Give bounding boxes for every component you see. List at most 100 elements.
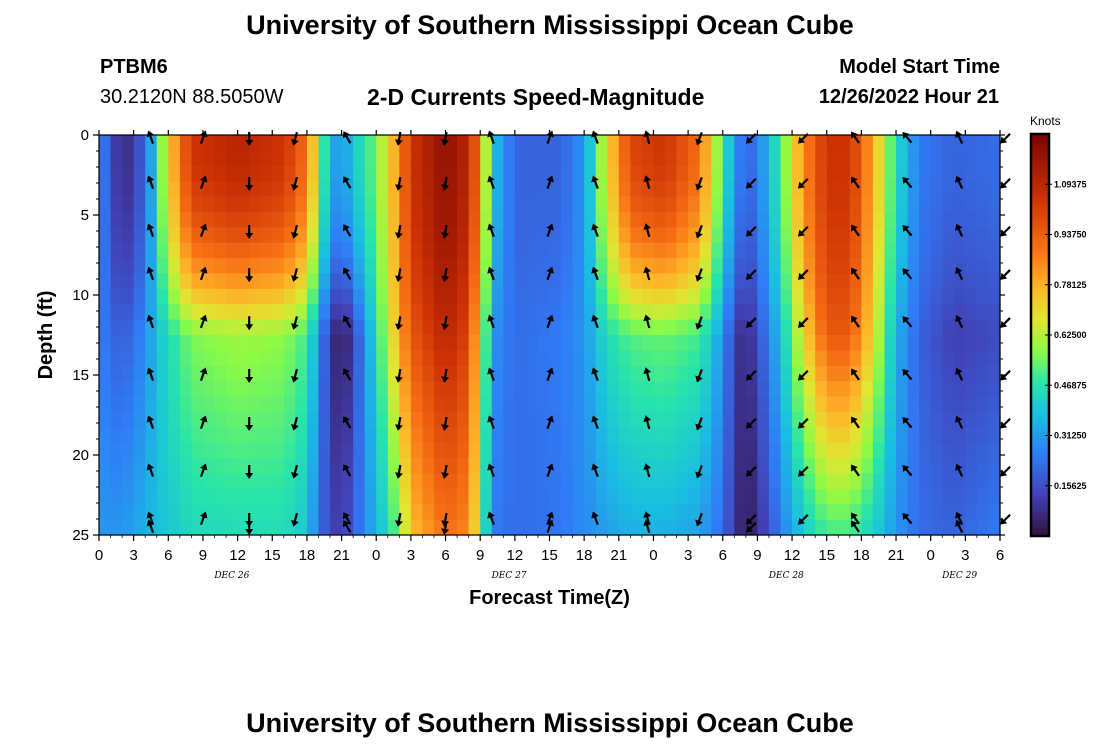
heatmap-cell — [122, 411, 135, 428]
heatmap-cell — [815, 242, 828, 259]
heatmap-cell — [734, 150, 747, 167]
heatmap-cell — [306, 473, 320, 490]
heatmap-cell — [630, 273, 643, 290]
heatmap-cell — [122, 288, 135, 305]
heatmap-cell — [930, 365, 943, 382]
heatmap-cell — [699, 381, 712, 398]
heatmap-cell — [768, 258, 782, 275]
heatmap-cell — [237, 411, 250, 428]
heatmap-cell — [976, 165, 990, 182]
heatmap-cell — [988, 458, 1001, 475]
heatmap-cell — [410, 381, 424, 398]
heatmap-cell — [561, 211, 574, 228]
heatmap-cell — [353, 427, 366, 444]
heatmap-cell — [849, 442, 862, 459]
colorbar-band — [1031, 455, 1049, 461]
heatmap-cell — [896, 335, 909, 351]
heatmap-cell — [930, 488, 943, 505]
heatmap-cell — [272, 258, 285, 275]
heatmap-cell — [630, 227, 643, 244]
heatmap-cell — [133, 519, 146, 536]
heatmap-cell — [930, 304, 943, 321]
heatmap-cell — [272, 273, 285, 290]
x-tick-label: 0 — [372, 547, 380, 564]
heatmap-cell — [237, 304, 250, 321]
heatmap-cell — [641, 350, 655, 367]
heatmap-cell — [156, 150, 169, 167]
heatmap-cell — [422, 211, 435, 228]
heatmap-cell — [618, 411, 631, 428]
heatmap-cell — [722, 473, 735, 490]
heatmap-cell — [745, 165, 759, 182]
heatmap-cell — [272, 135, 285, 151]
heatmap-cell — [364, 411, 377, 428]
heatmap-cell — [295, 473, 308, 490]
heatmap-cell — [318, 227, 331, 244]
heatmap-cell — [838, 181, 851, 198]
heatmap-cell — [872, 335, 886, 351]
heatmap-cell — [884, 227, 897, 244]
heatmap-cell — [780, 396, 793, 413]
colorbar-band — [1031, 451, 1049, 457]
heatmap-cell — [549, 150, 562, 167]
heatmap-cell — [699, 273, 712, 290]
heatmap-cell — [376, 350, 389, 367]
heatmap-cell — [457, 504, 470, 521]
current-arrow — [797, 465, 809, 477]
heatmap-cell — [561, 473, 574, 490]
heatmap-cell — [803, 181, 816, 198]
heatmap-cell — [249, 396, 262, 413]
heatmap-cell — [364, 304, 377, 321]
heatmap-cell — [283, 288, 296, 305]
heatmap-cell — [260, 381, 273, 398]
colorbar-band — [1031, 134, 1049, 139]
heatmap-cell — [792, 350, 805, 367]
heatmap-cell — [630, 304, 643, 321]
heatmap-cell — [133, 396, 146, 413]
heatmap-cell — [353, 150, 366, 167]
heatmap-cell — [665, 319, 678, 336]
heatmap-cell — [237, 458, 250, 475]
heatmap-cell — [133, 365, 146, 382]
heatmap-cell — [618, 227, 631, 244]
heatmap-cell — [815, 150, 828, 167]
heatmap-cell — [976, 304, 990, 321]
heatmap-cell — [503, 519, 516, 536]
current-arrow — [851, 267, 860, 280]
heatmap-cell — [780, 519, 793, 536]
current-arrow — [591, 266, 599, 281]
heatmap-cell — [491, 150, 504, 167]
x-tick-label: 6 — [719, 547, 727, 564]
heatmap-cell — [665, 488, 678, 505]
heatmap-cell — [965, 427, 978, 444]
heatmap-cell — [699, 411, 712, 428]
heatmap-cell — [930, 165, 943, 182]
colorbar-band — [1031, 335, 1049, 340]
heatmap-cell — [572, 411, 585, 428]
heatmap-cell — [919, 273, 932, 290]
colorbar-tick-label: 0.62500 — [1054, 330, 1087, 340]
heatmap-cell — [237, 227, 250, 244]
heatmap-cell — [930, 442, 943, 459]
current-arrow — [291, 176, 299, 191]
heatmap-cell — [179, 350, 193, 367]
heatmap-cell — [537, 396, 551, 413]
heatmap-cell — [226, 411, 239, 428]
colorbar-band — [1031, 162, 1049, 167]
heatmap-cell — [353, 258, 366, 275]
heatmap-cell — [919, 227, 932, 244]
current-arrow — [395, 464, 403, 479]
heatmap-cell — [757, 135, 770, 151]
heatmap-cell — [249, 350, 262, 367]
heatmap-cell — [699, 288, 712, 305]
x-tick-label: 6 — [996, 547, 1004, 564]
heatmap-cell — [191, 427, 204, 444]
chart-title: University of Southern Mississippi Ocean… — [246, 10, 854, 40]
heatmap-cell — [942, 242, 955, 259]
heatmap-cell — [122, 488, 135, 505]
colorbar-band — [1031, 146, 1049, 151]
heatmap-cell — [330, 411, 343, 428]
heatmap-cell — [884, 319, 897, 336]
heatmap-cell — [537, 319, 551, 336]
